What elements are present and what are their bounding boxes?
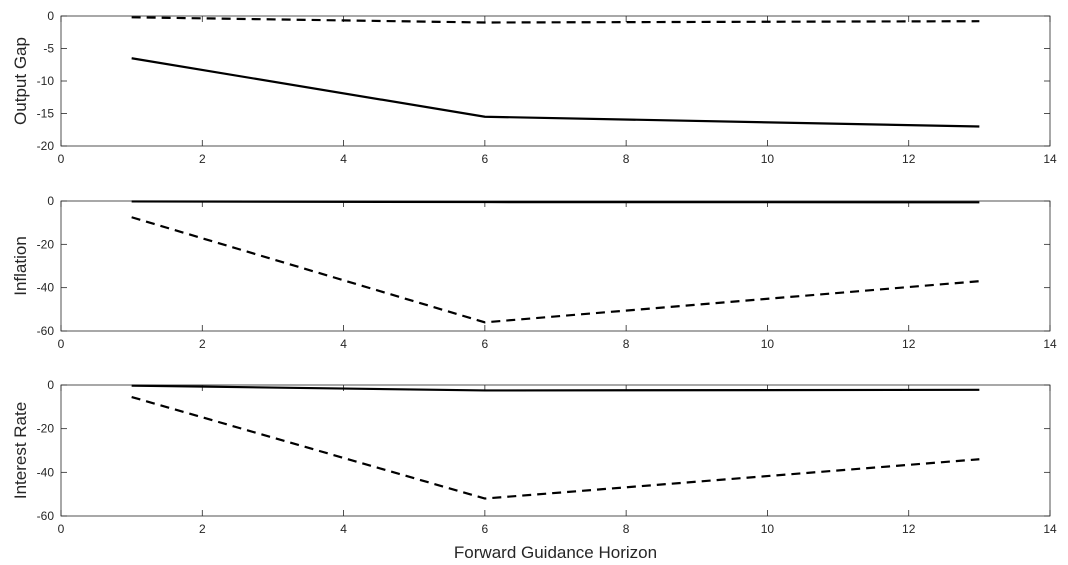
x-tick-label: 14 xyxy=(1043,152,1057,166)
y-tick-label: 0 xyxy=(47,378,54,392)
x-tick-label: 4 xyxy=(340,337,347,351)
y-tick-label: -20 xyxy=(37,237,55,251)
x-tick-label: 8 xyxy=(623,152,630,166)
x-tick-label: 6 xyxy=(482,337,489,351)
y-tick-label: -60 xyxy=(37,324,55,338)
y-tick-label: -60 xyxy=(37,509,55,523)
x-tick-label: 2 xyxy=(199,152,206,166)
x-tick-label: 4 xyxy=(340,522,347,536)
x-tick-label: 10 xyxy=(761,152,775,166)
series-line-dashed xyxy=(131,395,980,500)
x-tick-label: 12 xyxy=(902,152,916,166)
y-tick-label: 0 xyxy=(47,194,54,208)
y-axis-label: Output Gap xyxy=(11,37,30,125)
x-tick-label: 8 xyxy=(623,522,630,536)
series-line-solid xyxy=(131,384,980,392)
x-tick-label: 8 xyxy=(623,337,630,351)
x-tick-label: 2 xyxy=(199,337,206,351)
axes-box xyxy=(60,384,1051,517)
y-tick-label: -20 xyxy=(37,422,55,436)
series-line-dashed xyxy=(131,16,980,24)
x-tick-label: 0 xyxy=(58,337,65,351)
y-tick-label: 0 xyxy=(47,9,54,23)
y-tick-label: -40 xyxy=(37,281,55,295)
series-line-solid xyxy=(131,200,980,204)
x-tick-label: 6 xyxy=(482,152,489,166)
y-tick-label: -10 xyxy=(37,74,55,88)
panel-1: 0 2 4 6 8 10 12 14 0 -5 -10 -15 -20 Output Gap xyxy=(11,9,1057,166)
y-tick-label: -5 xyxy=(43,42,54,56)
x-tick-label: 12 xyxy=(902,337,916,351)
series-line-solid xyxy=(131,57,980,128)
x-tick-label: 10 xyxy=(761,337,775,351)
x-tick-label: 4 xyxy=(340,152,347,166)
panel-3: 0 2 4 6 8 10 12 14 0 -20 -40 -60 Interest Rate Forwar… xyxy=(11,378,1057,562)
x-tick-label: 12 xyxy=(902,522,916,536)
panel-2: 0 2 4 6 8 10 12 14 0 -20 -40 -60 Inflation xyxy=(11,194,1057,351)
x-tick-label: 6 xyxy=(482,522,489,536)
x-tick-label: 14 xyxy=(1043,337,1057,351)
y-tick-label: -40 xyxy=(37,465,55,479)
axes-box xyxy=(60,15,1051,147)
y-axis-label: Inflation xyxy=(11,236,30,296)
y-axis-label: Interest Rate xyxy=(11,402,30,499)
x-tick-label: 14 xyxy=(1043,522,1057,536)
x-tick-label: 2 xyxy=(199,522,206,536)
series-line-dashed xyxy=(131,216,980,324)
axes-box xyxy=(60,200,1051,332)
y-tick-label: -15 xyxy=(37,107,55,121)
y-tick-label: -20 xyxy=(37,139,55,153)
x-tick-label: 0 xyxy=(58,152,65,166)
x-tick-label: 10 xyxy=(761,522,775,536)
x-axis-label: Forward Guidance Horizon xyxy=(454,543,657,562)
x-tick-label: 0 xyxy=(58,522,65,536)
